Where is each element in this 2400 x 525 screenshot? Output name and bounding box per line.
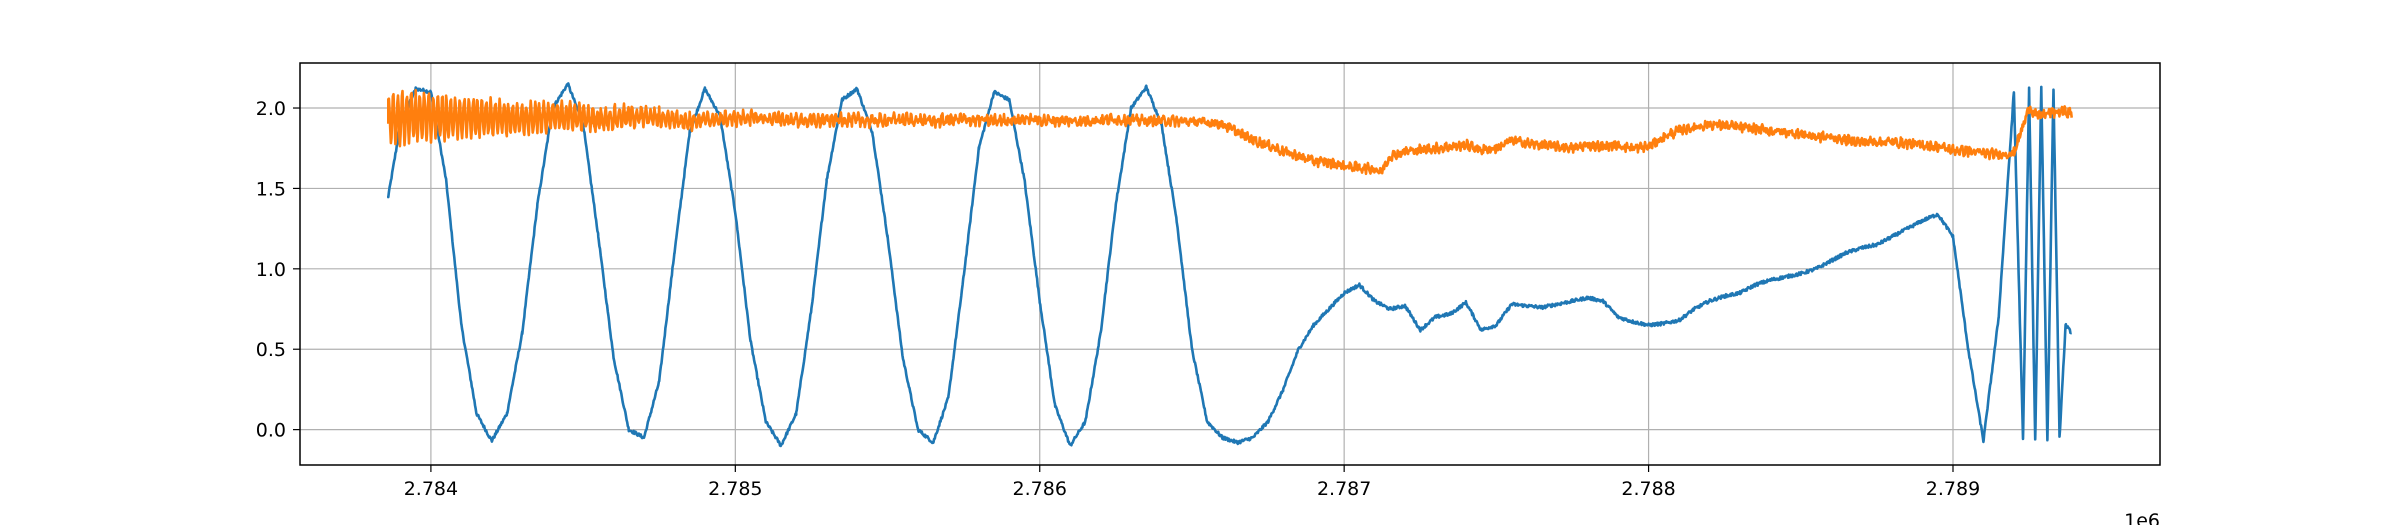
series-0-line [387, 82, 2073, 448]
y-tick-label: 1.5 [256, 178, 286, 200]
x-offset-label: 1e6 [2124, 510, 2160, 525]
y-tick-label: 0.0 [256, 420, 286, 442]
series-layer [387, 82, 2073, 448]
x-tick-label: 2.789 [1926, 478, 1980, 500]
grid-lines [300, 63, 2160, 465]
x-tick-label: 2.787 [1317, 478, 1371, 500]
x-tick-label: 2.784 [404, 478, 458, 500]
x-tick-label: 2.785 [708, 478, 762, 500]
y-tick-label: 2.0 [256, 98, 286, 120]
y-tick-label: 0.5 [256, 339, 286, 361]
x-tick-label: 2.786 [1013, 478, 1067, 500]
series-1-line [387, 88, 2073, 176]
y-tick-label: 1.0 [256, 259, 286, 281]
plot-frame [299, 62, 2161, 466]
x-tick-label: 2.788 [1621, 478, 1675, 500]
axis-ticks: 2.784 2.785 2.786 2.787 2.788 2.789 0.0 0.5 1.0 1… [256, 98, 1980, 500]
